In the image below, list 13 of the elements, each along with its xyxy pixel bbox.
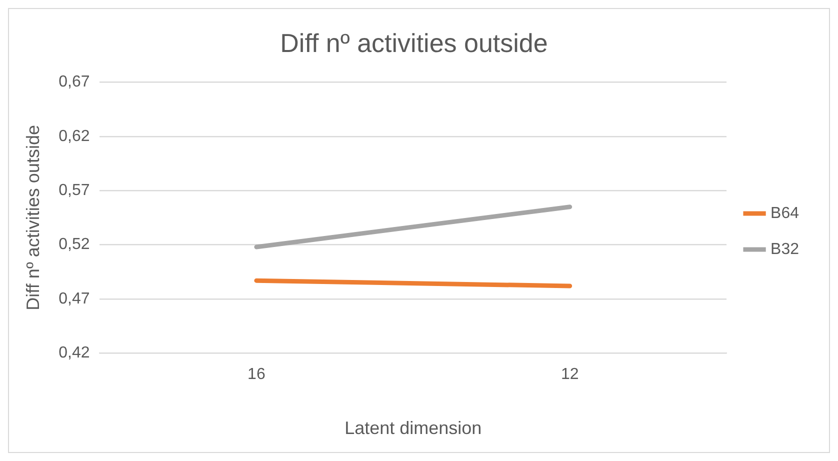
legend-label: B64 (770, 204, 800, 222)
x-axis-title: Latent dimension (344, 418, 482, 438)
y-axis-title: Diff nº activities outside (22, 125, 43, 310)
legend-label: B32 (770, 240, 800, 258)
y-tick-label: 0,67 (58, 74, 90, 91)
x-tick-label: 12 (560, 366, 579, 384)
chart-title: Diff nº activities outside (280, 28, 548, 58)
y-tick-label: 0,57 (58, 182, 90, 200)
y-tick-label: 0,42 (58, 344, 90, 362)
y-tick-label: 0,47 (58, 290, 90, 308)
x-tick-label: 16 (248, 366, 266, 384)
y-tick-label: 0,52 (58, 236, 90, 254)
y-tick-label: 0,62 (58, 128, 90, 145)
